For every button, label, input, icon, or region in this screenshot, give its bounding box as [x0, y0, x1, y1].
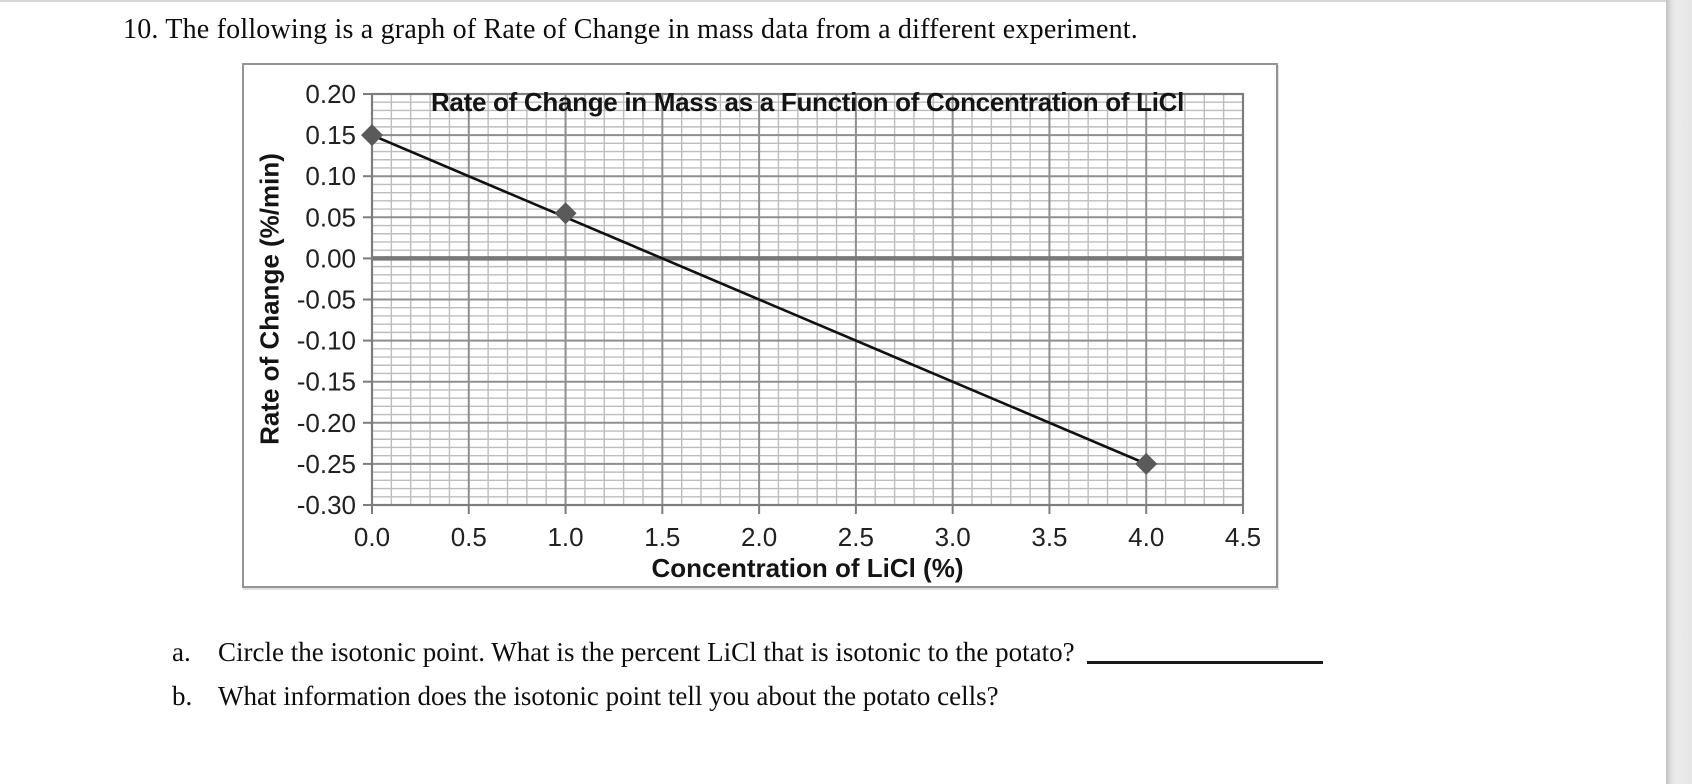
- y-tick-label: 0.15: [305, 120, 356, 150]
- y-tick-label: 0.10: [305, 161, 356, 191]
- trendline: [371, 133, 1147, 466]
- page-top-border: [0, 0, 1692, 2]
- y-tick-label: -0.10: [297, 326, 356, 356]
- y-tick-label: -0.20: [297, 408, 356, 438]
- x-tick-label: 4.5: [1225, 522, 1261, 552]
- y-tick-label: -0.25: [297, 449, 356, 479]
- chart-title: Rate of Change in Mass as a Function of …: [430, 87, 1185, 117]
- y-tick-label: -0.15: [297, 367, 356, 397]
- x-tick-label: 2.5: [838, 522, 874, 552]
- x-tick-label: 4.0: [1128, 522, 1164, 552]
- question-b: b. What information does the isotonic poi…: [172, 681, 999, 712]
- y-tick-label: -0.05: [297, 285, 356, 315]
- x-axis-title: Concentration of LiCl (%): [651, 553, 964, 583]
- x-tick-label: 0.5: [451, 522, 487, 552]
- x-tick-label: 3.0: [935, 522, 971, 552]
- question-a-text: Circle the isotonic point. What is the p…: [218, 637, 1075, 667]
- y-tick-label: 0.00: [305, 243, 356, 273]
- question-b-label: b.: [172, 681, 193, 711]
- y-tick-label: 0.20: [305, 79, 356, 109]
- data-point: [554, 202, 577, 225]
- x-tick-label: 3.5: [1031, 522, 1067, 552]
- page-right-shadow: [1666, 0, 1692, 784]
- question-b-text: What information does the isotonic point…: [218, 681, 999, 711]
- x-tick-label: 1.0: [547, 522, 583, 552]
- x-tick-label: 1.5: [644, 522, 680, 552]
- answer-blank-line: [1086, 631, 1323, 664]
- y-tick-label: -0.30: [297, 490, 356, 520]
- chart-canvas: 0.20 0.15 0.10 0.05 0.00 -0.05 -0.10 -0.15 -0.20…: [297, 79, 1261, 552]
- y-axis-title: Rate of Change (%/min): [254, 153, 285, 445]
- data-point: [361, 124, 383, 147]
- question-a: a. Circle the isotonic point. What is the…: [172, 628, 1323, 668]
- chart-frame: 0.20 0.15 0.10 0.05 0.00 -0.05 -0.10 -0.15 -0.20…: [242, 63, 1278, 588]
- data-point: [1135, 452, 1158, 475]
- x-tick-label: 2.0: [741, 522, 777, 552]
- question-a-label: a.: [172, 637, 191, 667]
- question-heading: 10. The following is a graph of Rate of …: [123, 14, 1138, 45]
- x-tick-label: 0.0: [354, 522, 390, 552]
- y-tick-label: 0.05: [305, 202, 356, 232]
